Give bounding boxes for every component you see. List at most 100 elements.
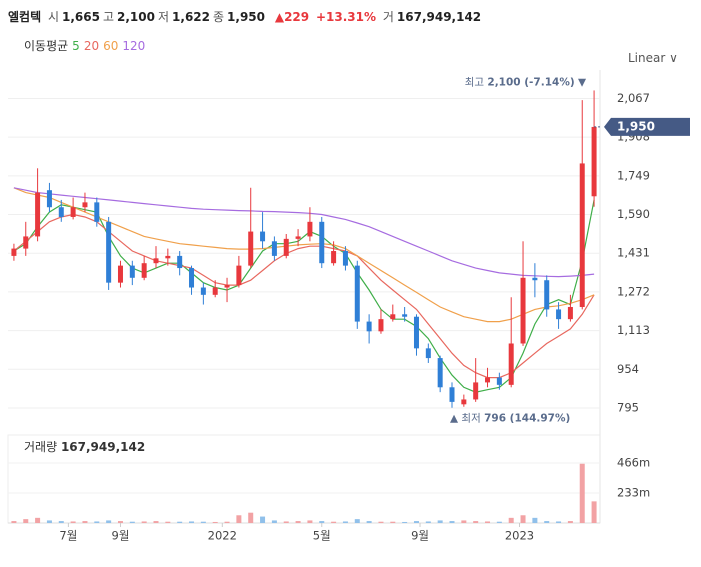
change-pct: +13.31% xyxy=(315,10,377,24)
volume-bar xyxy=(189,521,195,523)
candle-body xyxy=(449,387,455,402)
volume-bar xyxy=(117,521,123,523)
candle-body xyxy=(295,236,301,239)
volume-bar xyxy=(260,516,266,523)
header-key: 저 xyxy=(157,10,170,24)
header-value: 1,950 xyxy=(227,10,266,24)
candle-body xyxy=(177,255,183,269)
volume-bar xyxy=(106,520,112,523)
candle-body xyxy=(508,343,514,385)
volume-bar xyxy=(283,521,289,523)
ma-legend-item: 120 xyxy=(122,39,146,53)
last-price-tag xyxy=(604,117,690,136)
volume-bar xyxy=(46,520,52,523)
x-tick-label: 9월 xyxy=(411,529,429,543)
change-value: 229 xyxy=(284,10,310,24)
volume-title: 거래량 167,949,142 xyxy=(24,440,145,454)
candle-body xyxy=(520,277,526,344)
volume-bar xyxy=(200,521,206,523)
candle-body xyxy=(212,287,218,295)
volume-bar xyxy=(413,521,419,523)
ma-line xyxy=(13,213,595,379)
volume-bar xyxy=(35,517,41,523)
max-label: 최고 xyxy=(465,76,485,88)
volume-bar xyxy=(437,520,443,523)
candle-body xyxy=(473,382,479,400)
y-tick-label: 795 xyxy=(617,400,639,414)
volume-bar xyxy=(532,517,538,523)
volume-bar xyxy=(461,520,467,523)
volume-bar xyxy=(390,521,396,523)
candle-body xyxy=(165,255,171,259)
min-label: 최저 xyxy=(461,413,480,425)
y-tick-label: 1,431 xyxy=(617,246,650,260)
y-tick-label: 954 xyxy=(617,362,639,376)
volume-bar xyxy=(591,501,597,523)
header: 엘컴텍 시 1,665 고 2,100 저 1,622 종 1,950 ▲229 +13.31… xyxy=(8,8,484,25)
volume-bar xyxy=(354,519,360,523)
volume-bar xyxy=(378,521,384,523)
min-annotation: ▲ 최저 796 (144.97%) xyxy=(450,413,570,425)
volume-bar xyxy=(224,521,230,523)
candle-body xyxy=(260,231,266,242)
volume-bar xyxy=(212,521,218,523)
candle-body xyxy=(117,265,123,283)
volume-bar xyxy=(153,521,159,523)
candle-body xyxy=(35,192,41,237)
candle-body xyxy=(413,316,419,349)
volume-bar xyxy=(556,521,562,523)
volume-bar xyxy=(82,521,88,523)
candle-body xyxy=(23,236,29,249)
volume-bar xyxy=(342,521,348,523)
volume-bar xyxy=(496,521,502,523)
min-value: 796 (144.97%) xyxy=(484,413,570,425)
x-tick-label: 9월 xyxy=(112,529,130,543)
volume-bar xyxy=(473,521,479,523)
volume-bar xyxy=(425,521,431,523)
candle-body xyxy=(11,248,17,256)
candle-body xyxy=(532,277,538,281)
candle-body xyxy=(70,207,76,217)
candle-body xyxy=(354,265,360,322)
candle-body xyxy=(82,202,88,208)
volume-bar xyxy=(94,521,100,523)
candle-body xyxy=(544,280,550,310)
volume-label: 거래량 xyxy=(24,440,57,454)
header-key: 종 xyxy=(213,10,225,24)
scale-label: Linear xyxy=(628,51,666,65)
candle-body xyxy=(271,241,277,256)
volume-bar xyxy=(295,521,301,523)
volume-bar xyxy=(236,515,242,523)
candle-body xyxy=(390,314,396,320)
candle-body xyxy=(141,263,147,278)
volume-bar xyxy=(129,521,135,523)
volume-bar xyxy=(579,463,585,523)
candle-body xyxy=(402,314,408,317)
scale-toggle[interactable]: Linear ∨ xyxy=(628,51,678,65)
candle-body xyxy=(579,163,585,307)
ma-label: 이동평균 xyxy=(24,39,69,53)
volume-bar xyxy=(485,521,491,523)
candle-body xyxy=(567,306,573,320)
volume-bar xyxy=(23,519,29,523)
ma-line xyxy=(13,199,595,393)
candle-body xyxy=(189,268,195,288)
volume-bar xyxy=(165,521,171,523)
candle-body xyxy=(591,126,597,197)
candle-body xyxy=(236,265,242,286)
header-items: 시 1,665 고 2,100 저 1,622 종 1,950 xyxy=(48,10,268,24)
header-key: 시 xyxy=(47,10,59,24)
volume-bar xyxy=(544,521,550,523)
y-tick-label: 1,113 xyxy=(617,323,650,337)
volume-bar xyxy=(307,520,313,523)
volume-bar xyxy=(331,521,337,523)
candle-body xyxy=(106,221,112,283)
volume-tick-label: 466m xyxy=(617,455,650,469)
candle-body xyxy=(248,231,254,266)
candle-body xyxy=(556,309,562,320)
volume-tick-label: 233m xyxy=(617,485,650,499)
stock-name: 엘컴텍 xyxy=(8,10,42,24)
last-price-label: 1,950 xyxy=(617,119,655,133)
volume-bar xyxy=(11,521,17,523)
